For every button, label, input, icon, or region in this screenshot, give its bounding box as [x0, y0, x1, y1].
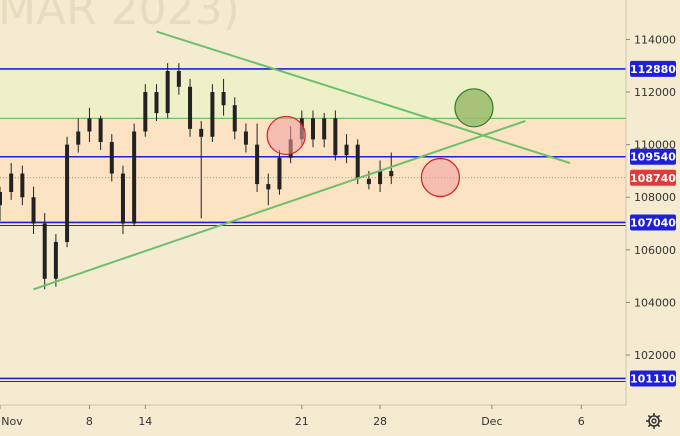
candle-body-34 — [378, 170, 383, 185]
y-tick-label-3: 108000 — [634, 191, 676, 204]
x-tick-label-6: 6 — [578, 415, 585, 428]
x-axis-ticks: Nov 8 14 21 28 Dec 6 — [0, 405, 585, 428]
level-labels: 112880 109540 107040 101110 108740 — [630, 60, 676, 387]
candle-body-23 — [255, 144, 260, 185]
y-tick-label-2: 110000 — [634, 139, 676, 152]
level-label-0: 112880 — [630, 63, 676, 76]
candle-body-25 — [277, 157, 282, 190]
price-bands — [0, 68, 626, 223]
circle-markers — [266, 88, 494, 198]
x-tick-label-0: Nov — [1, 415, 23, 428]
y-tick-label-5: 104000 — [634, 296, 676, 309]
level-label-1-bg — [630, 148, 676, 165]
candle-body-32 — [355, 144, 360, 179]
candle-body-0 — [0, 191, 2, 206]
candle-body-8 — [87, 118, 92, 132]
green-circle-marker-2 — [454, 88, 494, 128]
candle-body-18 — [199, 128, 204, 137]
level-label-3: 101110 — [630, 372, 676, 385]
candle-body-2 — [20, 173, 25, 198]
candle-body-9 — [98, 118, 103, 143]
current-price-label-bg — [630, 169, 676, 186]
candle-body-35 — [389, 170, 394, 177]
trendlines — [33, 30, 571, 291]
candle-body-30 — [333, 118, 338, 156]
y-tick-label-0: 114000 — [634, 33, 676, 46]
y-tick-label-1: 112000 — [634, 86, 676, 99]
x-tick-label-3: 21 — [295, 415, 309, 428]
level-label-0-bg — [630, 60, 676, 77]
candle-body-21 — [232, 105, 237, 132]
candle-body-12 — [132, 131, 137, 224]
candle-body-17 — [188, 86, 193, 129]
candle-body-7 — [76, 131, 81, 145]
x-tick-label-4: 28 — [373, 415, 387, 428]
red-circle-marker-0 — [266, 115, 306, 156]
candle-body-5 — [53, 241, 58, 279]
candle-body-3 — [31, 197, 36, 224]
candle-body-1 — [9, 173, 14, 192]
trendline-ascending — [33, 120, 526, 291]
level-lines — [0, 68, 626, 382]
trendline-descending — [156, 30, 571, 165]
upper-band — [0, 68, 626, 119]
candle-body-20 — [221, 92, 226, 106]
level-label-2: 107040 — [630, 216, 676, 229]
candle-body-6 — [65, 144, 70, 242]
candle-body-24 — [266, 184, 271, 190]
candle-body-16 — [176, 71, 181, 87]
candle-body-28 — [311, 118, 315, 140]
candle-body-15 — [165, 71, 170, 114]
level-label-1: 109540 — [630, 151, 676, 164]
x-tick-label-2: 14 — [138, 415, 152, 428]
level-label-2-bg — [630, 214, 676, 231]
candle-body-33 — [366, 178, 371, 185]
candle-body-10 — [109, 142, 114, 174]
candle-body-19 — [210, 92, 215, 137]
level-label-3-bg — [630, 370, 676, 387]
current-price-label: 108740 — [630, 172, 676, 185]
x-tick-label-1: 8 — [86, 415, 93, 428]
settings-gear-icon[interactable] — [646, 413, 662, 429]
y-axis-ticks: 114000 112000 110000 108000 106000 104000 1020… — [626, 33, 676, 362]
candle-body-22 — [243, 131, 248, 145]
red-circle-marker-1 — [420, 157, 461, 198]
chart-watermark: MAR 2023) — [0, 0, 240, 35]
candle-body-4 — [42, 223, 47, 279]
candle-body-11 — [120, 173, 125, 224]
candlestick-series — [0, 63, 394, 290]
candle-body-29 — [322, 118, 327, 140]
y-tick-label-6: 102000 — [634, 349, 676, 362]
x-tick-label-5: Dec — [481, 415, 502, 428]
y-tick-label-4: 106000 — [634, 244, 676, 257]
candle-body-14 — [154, 92, 159, 114]
candle-body-31 — [344, 144, 349, 156]
candle-body-13 — [143, 92, 148, 132]
